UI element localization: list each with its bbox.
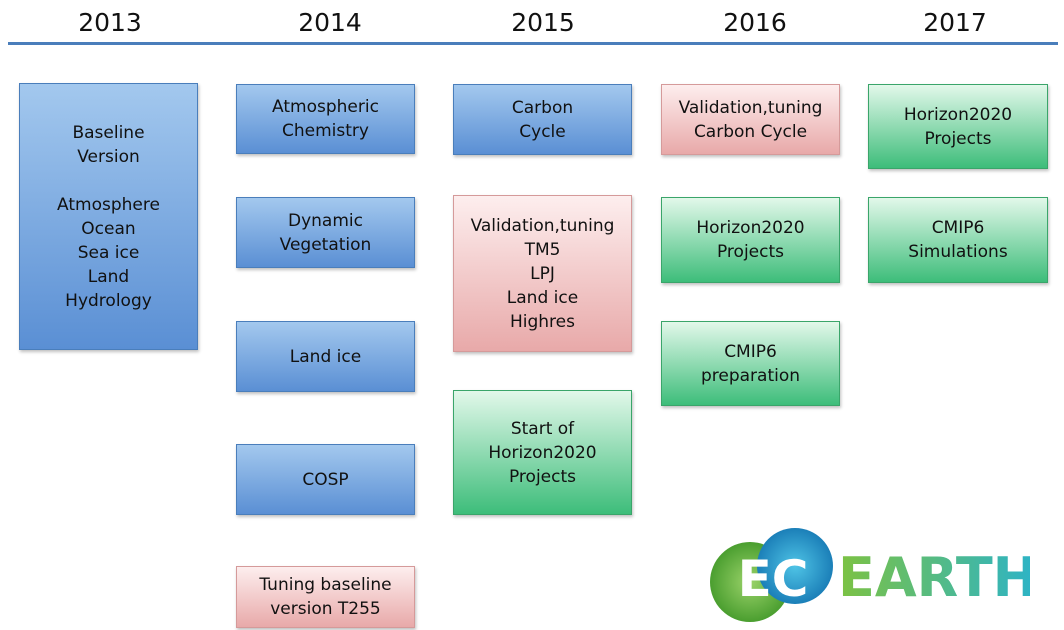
box-text: Projects <box>508 466 577 487</box>
box-text: Carbon Cycle <box>693 121 808 142</box>
box-text: Projects <box>924 128 992 149</box>
box-text: Cycle <box>519 121 566 142</box>
timeline-box: Validation,tuning Carbon Cycle <box>661 84 840 155</box>
box-text: Validation,tuning <box>678 97 823 118</box>
box-text: Hydrology <box>65 290 152 311</box>
box-text: Carbon <box>511 97 574 118</box>
year-label: 2015 <box>511 8 575 37</box>
timeline-box: Validation,tuning TM5 LPJ Land ice Highres <box>453 195 632 352</box>
year-label: 2017 <box>923 8 987 37</box>
box-text: COSP <box>302 469 349 490</box>
timeline-box: Carbon Cycle <box>453 84 632 155</box>
box-text: Start of <box>510 418 575 439</box>
box-text: Land <box>87 266 130 287</box>
box-text: Dynamic <box>288 210 363 231</box>
box-text: version T255 <box>270 599 381 619</box>
box-text: Land ice <box>506 287 579 308</box>
box-text: Simulations <box>908 242 1008 262</box>
box-text: Vegetation <box>279 234 372 255</box>
box-text: Sea ice <box>77 242 140 263</box>
box-text: Version <box>77 146 140 167</box>
box-text: Validation,tuning <box>470 215 615 236</box>
timeline-box: Start of Horizon2020 Projects <box>453 390 632 515</box>
box-text: Chemistry <box>282 121 369 141</box>
box-text: Baseline <box>72 122 145 143</box>
timeline-box: CMIP6 Simulations <box>868 197 1048 283</box>
logo-text: EARTH <box>838 546 1030 609</box>
box-text: Ocean <box>81 218 136 239</box>
box-text: Tuning baseline <box>259 575 392 595</box>
box-text: Horizon2020 <box>903 104 1013 125</box>
timeline-box: Land ice <box>236 321 415 392</box>
box-text: TM5 <box>524 239 561 260</box>
box-text: Atmosphere <box>57 194 160 215</box>
timeline-box: Atmospheric Chemistry <box>236 84 415 154</box>
logo-globe <box>757 528 833 604</box>
timeline-rule <box>8 42 1058 45</box>
year-label: 2016 <box>723 8 787 37</box>
box-text: LPJ <box>530 263 555 284</box>
timeline-box: COSP <box>236 444 415 515</box>
box-text: Highres <box>509 311 575 332</box>
box-text: Horizon2020 <box>488 442 597 463</box>
year-label: 2013 <box>78 8 142 37</box>
box-text: Horizon2020 <box>696 218 805 238</box>
box-text: CMIP6 <box>931 218 985 238</box>
timeline-box: CMIP6 preparation <box>661 321 840 406</box>
box-text: Projects <box>716 242 785 262</box>
box-text: Atmospheric <box>272 97 379 117</box>
timeline-box: Dynamic Vegetation <box>236 197 415 268</box>
timeline-box: Horizon2020 Projects <box>868 84 1048 169</box>
timeline-box: Baseline Version Atmosphere Ocean Sea ice Lan… <box>19 83 198 350</box>
box-text: CMIP6 <box>724 341 777 362</box>
box-text: preparation <box>700 365 801 386</box>
logo-text: EC <box>738 550 809 608</box>
timeline-box: Tuning baseline version T255 <box>236 566 415 628</box>
year-label: 2014 <box>298 8 362 37</box>
logo: EC EARTH <box>710 528 1030 622</box>
box-text: Land ice <box>289 346 362 367</box>
timeline-box: Horizon2020 Projects <box>661 197 840 283</box>
